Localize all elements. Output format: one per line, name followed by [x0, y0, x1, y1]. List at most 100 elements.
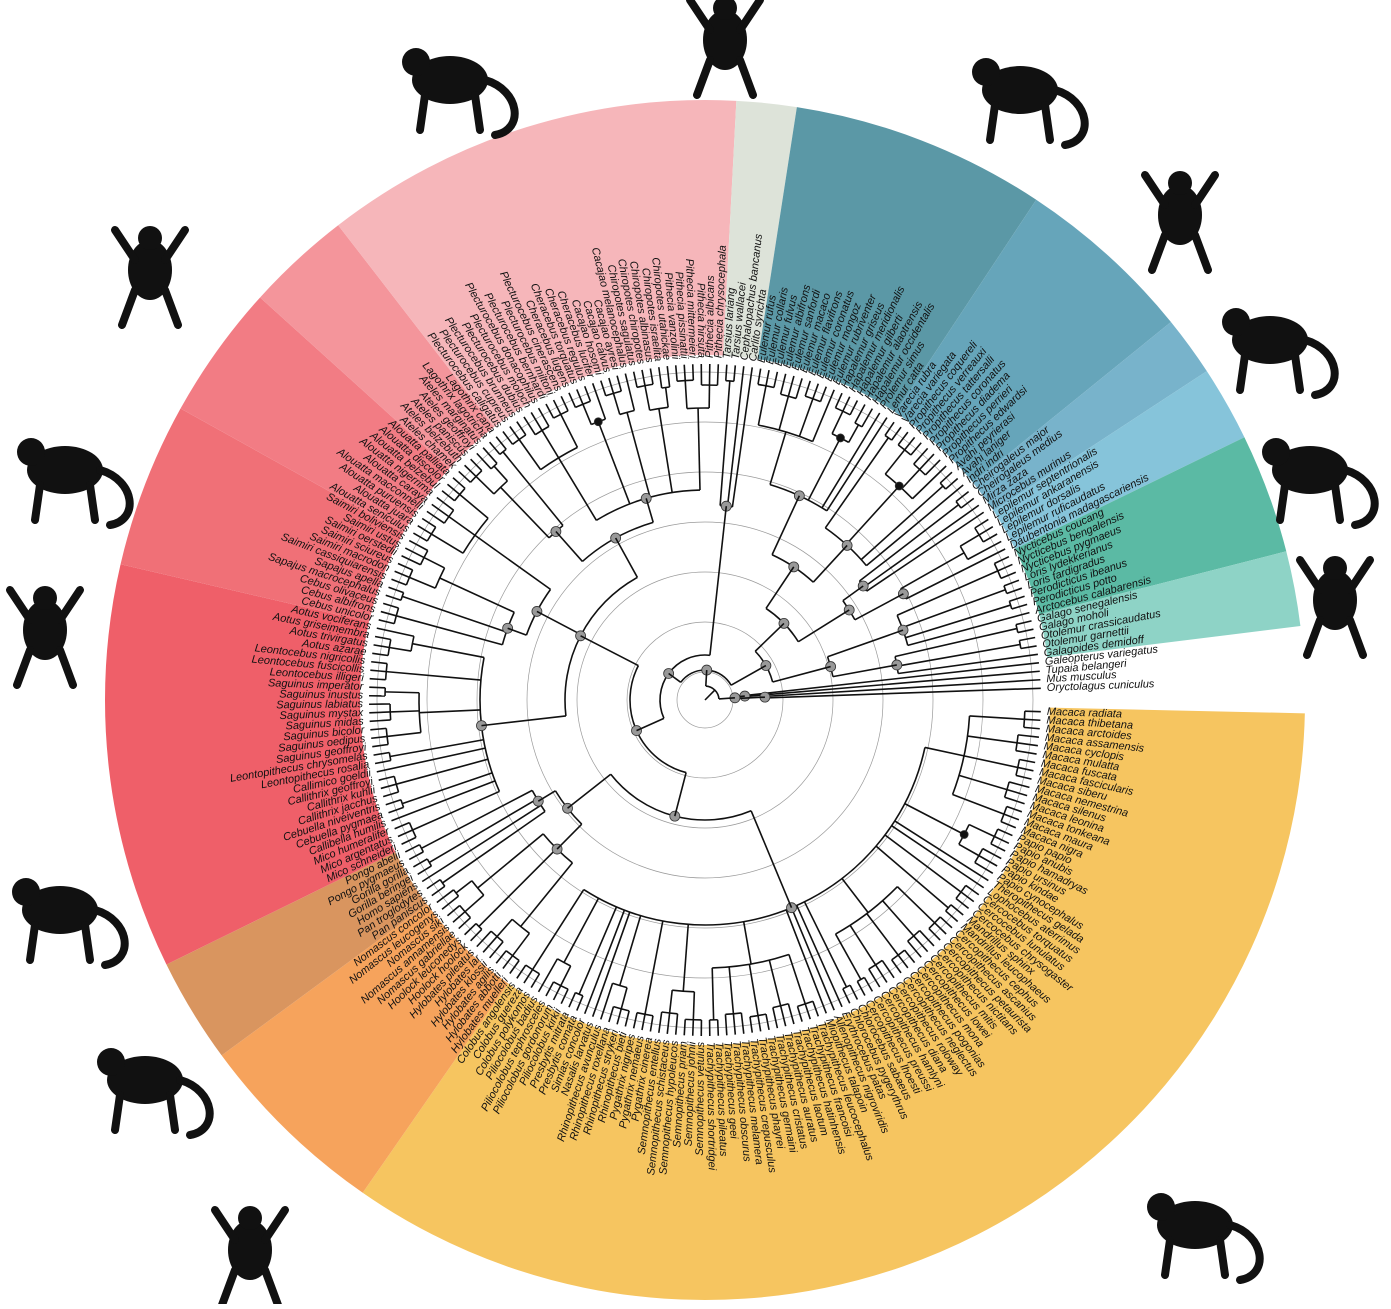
silhouette-head [238, 1206, 262, 1230]
branch [613, 393, 619, 414]
branch [372, 744, 388, 746]
branch [813, 384, 818, 399]
branch [645, 921, 663, 1014]
silhouette-head [97, 1048, 125, 1076]
branch [741, 1013, 743, 1034]
branch [862, 409, 872, 427]
branch [1007, 806, 1022, 811]
silhouette-head [402, 48, 430, 76]
branch [670, 990, 673, 1013]
branch [390, 711, 419, 712]
branch [501, 487, 550, 537]
branch [970, 716, 1025, 719]
branch [503, 956, 513, 969]
branch [843, 586, 863, 601]
branch [911, 443, 921, 455]
branch [386, 595, 401, 600]
branch [460, 494, 488, 518]
branch [835, 393, 842, 408]
branch [585, 386, 591, 401]
branch [370, 720, 391, 721]
branch [961, 498, 974, 508]
branch [377, 748, 485, 772]
silhouette [10, 586, 80, 685]
branch [496, 951, 506, 964]
branch [920, 931, 934, 946]
silhouette [115, 226, 185, 325]
branch [773, 667, 831, 682]
branch [395, 571, 410, 577]
branch [789, 955, 805, 1004]
branch [601, 381, 606, 396]
silhouette-head [17, 438, 45, 466]
branch [483, 448, 497, 464]
branch [381, 612, 396, 616]
branch [398, 563, 413, 570]
branch [779, 396, 788, 430]
branch [813, 545, 847, 582]
branch [659, 367, 662, 388]
branch [453, 912, 465, 923]
silhouette-head [1168, 171, 1192, 195]
branch [413, 859, 427, 867]
silhouette [1147, 1193, 1260, 1280]
branch [390, 740, 484, 757]
branch [478, 834, 543, 888]
branch [998, 829, 1013, 835]
branch [371, 662, 387, 664]
branch [718, 1020, 719, 1036]
branch [645, 386, 650, 411]
branch [611, 774, 751, 820]
branch [796, 378, 802, 398]
silhouette [1222, 308, 1335, 395]
branch [381, 784, 396, 788]
branch [372, 653, 388, 655]
branch [427, 880, 440, 889]
branch [616, 538, 638, 577]
silhouette [1262, 438, 1375, 525]
branch [377, 628, 414, 636]
branch [751, 811, 791, 908]
branch [898, 955, 908, 968]
branch [564, 898, 599, 962]
branch [953, 794, 1004, 814]
branch [442, 896, 458, 909]
branch [1005, 797, 1025, 803]
branch [405, 845, 419, 852]
branch [902, 469, 920, 488]
branch [422, 519, 435, 528]
silhouette-head [972, 58, 1000, 86]
branch [538, 791, 555, 801]
branch [440, 578, 514, 612]
branch [524, 970, 533, 983]
branch [799, 399, 812, 437]
branch [833, 665, 897, 677]
branch [476, 476, 494, 493]
branch [805, 1004, 810, 1019]
silhouette [17, 438, 130, 525]
branch [1024, 727, 1040, 728]
branch [447, 906, 459, 916]
branch [966, 885, 979, 894]
branch [828, 630, 903, 657]
branch [583, 404, 591, 424]
branch [477, 453, 491, 468]
branch [710, 506, 726, 655]
branch [755, 623, 784, 651]
branch [717, 364, 718, 385]
branch [621, 988, 627, 1009]
branch [531, 412, 542, 430]
branch [479, 849, 557, 927]
branch [925, 460, 940, 475]
branch [781, 1006, 786, 1026]
branch [477, 931, 491, 946]
branch [554, 400, 561, 414]
branch [432, 886, 445, 895]
branch [684, 365, 685, 381]
branch [959, 775, 1007, 789]
branch [693, 992, 694, 1020]
branch [557, 824, 582, 849]
branch [693, 1020, 694, 1036]
branch [983, 849, 1002, 859]
branch [676, 1014, 678, 1035]
